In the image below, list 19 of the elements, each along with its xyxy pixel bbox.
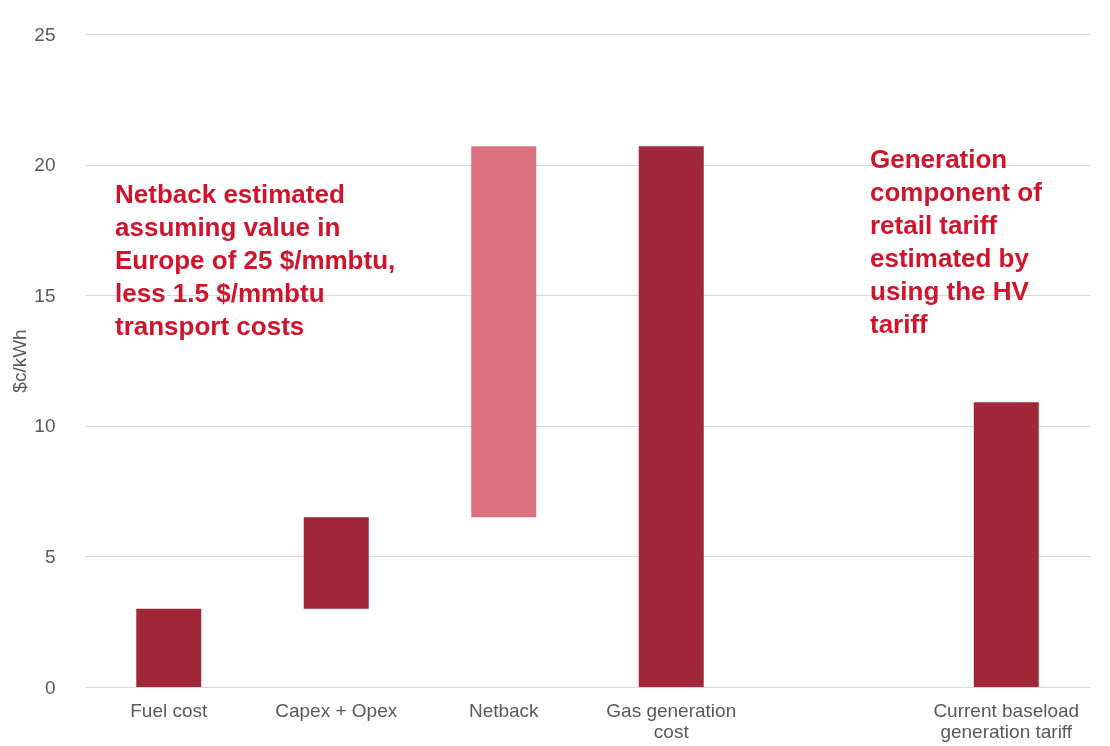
- y-tick-label: 20: [34, 154, 56, 176]
- x-tick-label: Capex + Opex: [275, 699, 398, 721]
- y-tick-label: 10: [34, 415, 56, 437]
- y-tick-label: 5: [44, 545, 56, 567]
- bar: [471, 146, 537, 518]
- bar: [136, 608, 202, 687]
- bar: [638, 146, 704, 687]
- y-tick-label: 0: [44, 676, 56, 698]
- y-axis-title: $c/kWh: [9, 329, 31, 393]
- annotation: Netback estimated assuming value in Europe of 25 $/mmbtu, less 1.5 $/mmbtu transport costs: [115, 179, 396, 341]
- x-tick-label: Netback: [468, 699, 540, 721]
- x-tick-label: Gas generation cost: [606, 699, 737, 742]
- x-tick-label: Fuel cost: [130, 699, 209, 721]
- x-tick-label: Current baseload generation tariff: [933, 699, 1080, 742]
- y-tick-label: 25: [34, 23, 56, 45]
- bar: [973, 402, 1039, 687]
- annotation: Generation component of retail tariff estimated by using the HV tariff: [870, 144, 1043, 339]
- bar: [303, 517, 369, 609]
- y-tick-label: 15: [34, 284, 56, 306]
